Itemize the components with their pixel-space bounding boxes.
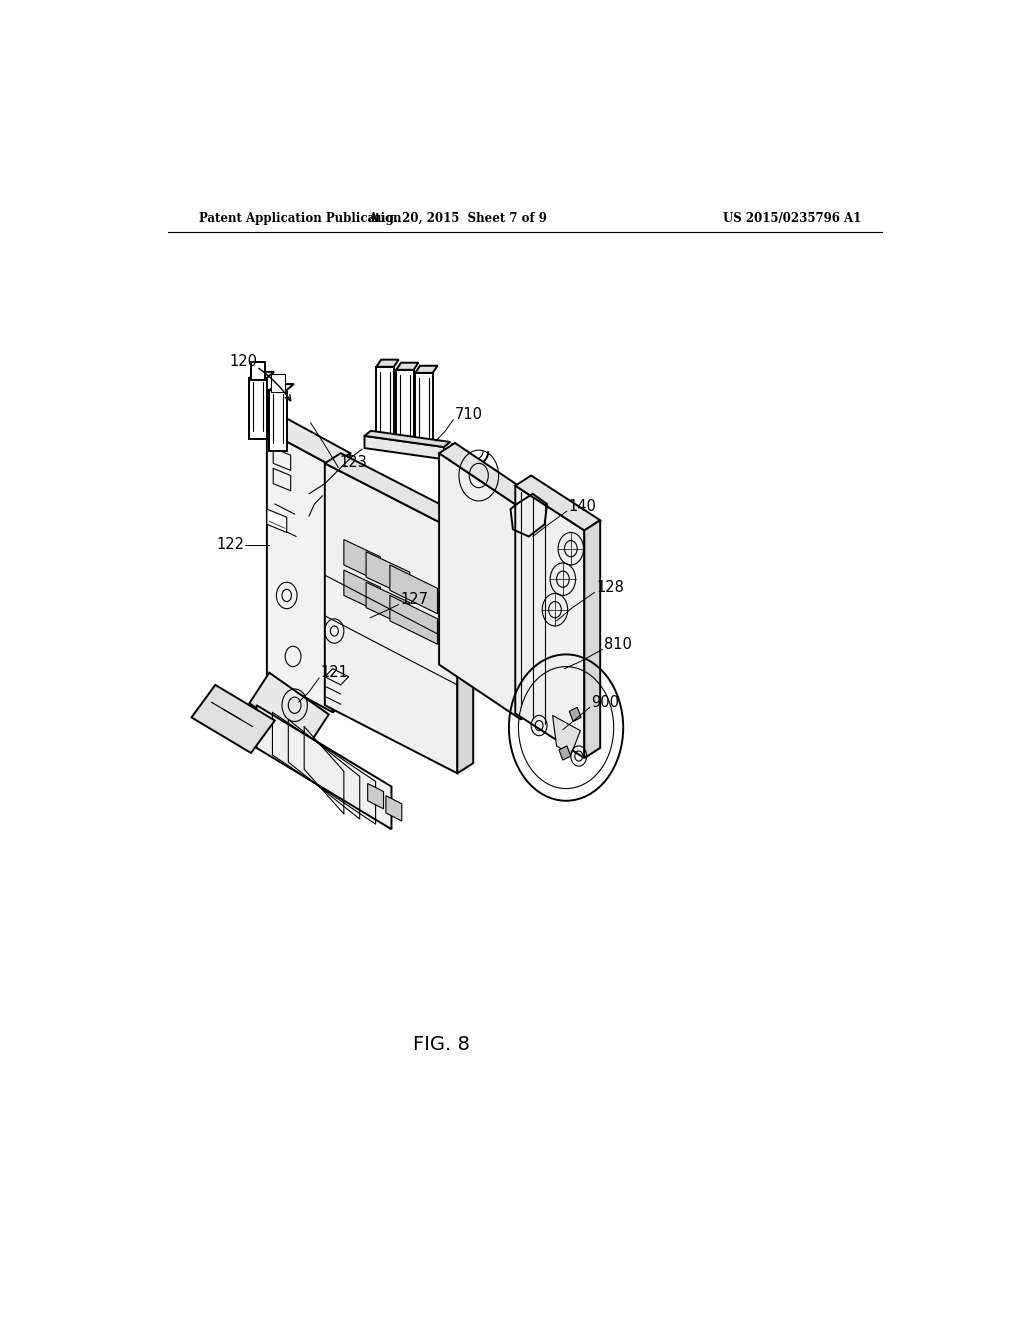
Polygon shape bbox=[458, 521, 473, 774]
Polygon shape bbox=[416, 372, 433, 449]
Polygon shape bbox=[250, 372, 274, 378]
Polygon shape bbox=[269, 384, 294, 391]
Polygon shape bbox=[569, 708, 582, 722]
Polygon shape bbox=[396, 370, 414, 446]
Polygon shape bbox=[377, 359, 398, 367]
Polygon shape bbox=[325, 463, 458, 774]
Polygon shape bbox=[270, 374, 285, 392]
Polygon shape bbox=[365, 436, 443, 459]
Polygon shape bbox=[367, 582, 410, 628]
Polygon shape bbox=[585, 520, 600, 758]
Polygon shape bbox=[515, 486, 585, 758]
Text: 121: 121 bbox=[321, 665, 349, 680]
Polygon shape bbox=[267, 510, 287, 532]
Polygon shape bbox=[390, 565, 437, 614]
Polygon shape bbox=[368, 784, 384, 809]
Text: Patent Application Publication: Patent Application Publication bbox=[200, 213, 402, 224]
Text: 127: 127 bbox=[400, 591, 428, 607]
Polygon shape bbox=[396, 363, 419, 370]
Polygon shape bbox=[390, 595, 437, 644]
Polygon shape bbox=[344, 540, 380, 582]
Text: 140: 140 bbox=[568, 499, 596, 513]
Text: 128: 128 bbox=[596, 579, 624, 595]
Polygon shape bbox=[267, 417, 350, 466]
Polygon shape bbox=[325, 453, 473, 532]
Polygon shape bbox=[333, 453, 350, 713]
Text: Aug. 20, 2015  Sheet 7 of 9: Aug. 20, 2015 Sheet 7 of 9 bbox=[368, 213, 547, 224]
Text: US 2015/0235796 A1: US 2015/0235796 A1 bbox=[723, 213, 861, 224]
Polygon shape bbox=[386, 796, 401, 821]
Polygon shape bbox=[267, 430, 333, 713]
Polygon shape bbox=[365, 430, 451, 447]
Polygon shape bbox=[439, 444, 537, 508]
Text: 122: 122 bbox=[217, 537, 245, 552]
Polygon shape bbox=[250, 378, 267, 440]
Text: 120: 120 bbox=[229, 354, 258, 370]
Text: 123: 123 bbox=[340, 455, 368, 470]
Polygon shape bbox=[367, 552, 410, 598]
Polygon shape bbox=[559, 746, 570, 760]
Polygon shape bbox=[344, 570, 380, 612]
Polygon shape bbox=[269, 391, 287, 451]
Polygon shape bbox=[250, 673, 329, 744]
Text: 810: 810 bbox=[604, 636, 632, 652]
Polygon shape bbox=[521, 498, 537, 719]
Polygon shape bbox=[377, 367, 394, 444]
Polygon shape bbox=[191, 685, 274, 752]
Polygon shape bbox=[553, 715, 581, 755]
Text: 900: 900 bbox=[592, 694, 620, 710]
Polygon shape bbox=[515, 475, 600, 531]
Polygon shape bbox=[439, 453, 521, 719]
Polygon shape bbox=[257, 705, 391, 829]
Polygon shape bbox=[251, 362, 265, 380]
Polygon shape bbox=[416, 366, 437, 372]
Text: 710: 710 bbox=[455, 407, 483, 422]
Text: FIG. 8: FIG. 8 bbox=[413, 1035, 470, 1055]
